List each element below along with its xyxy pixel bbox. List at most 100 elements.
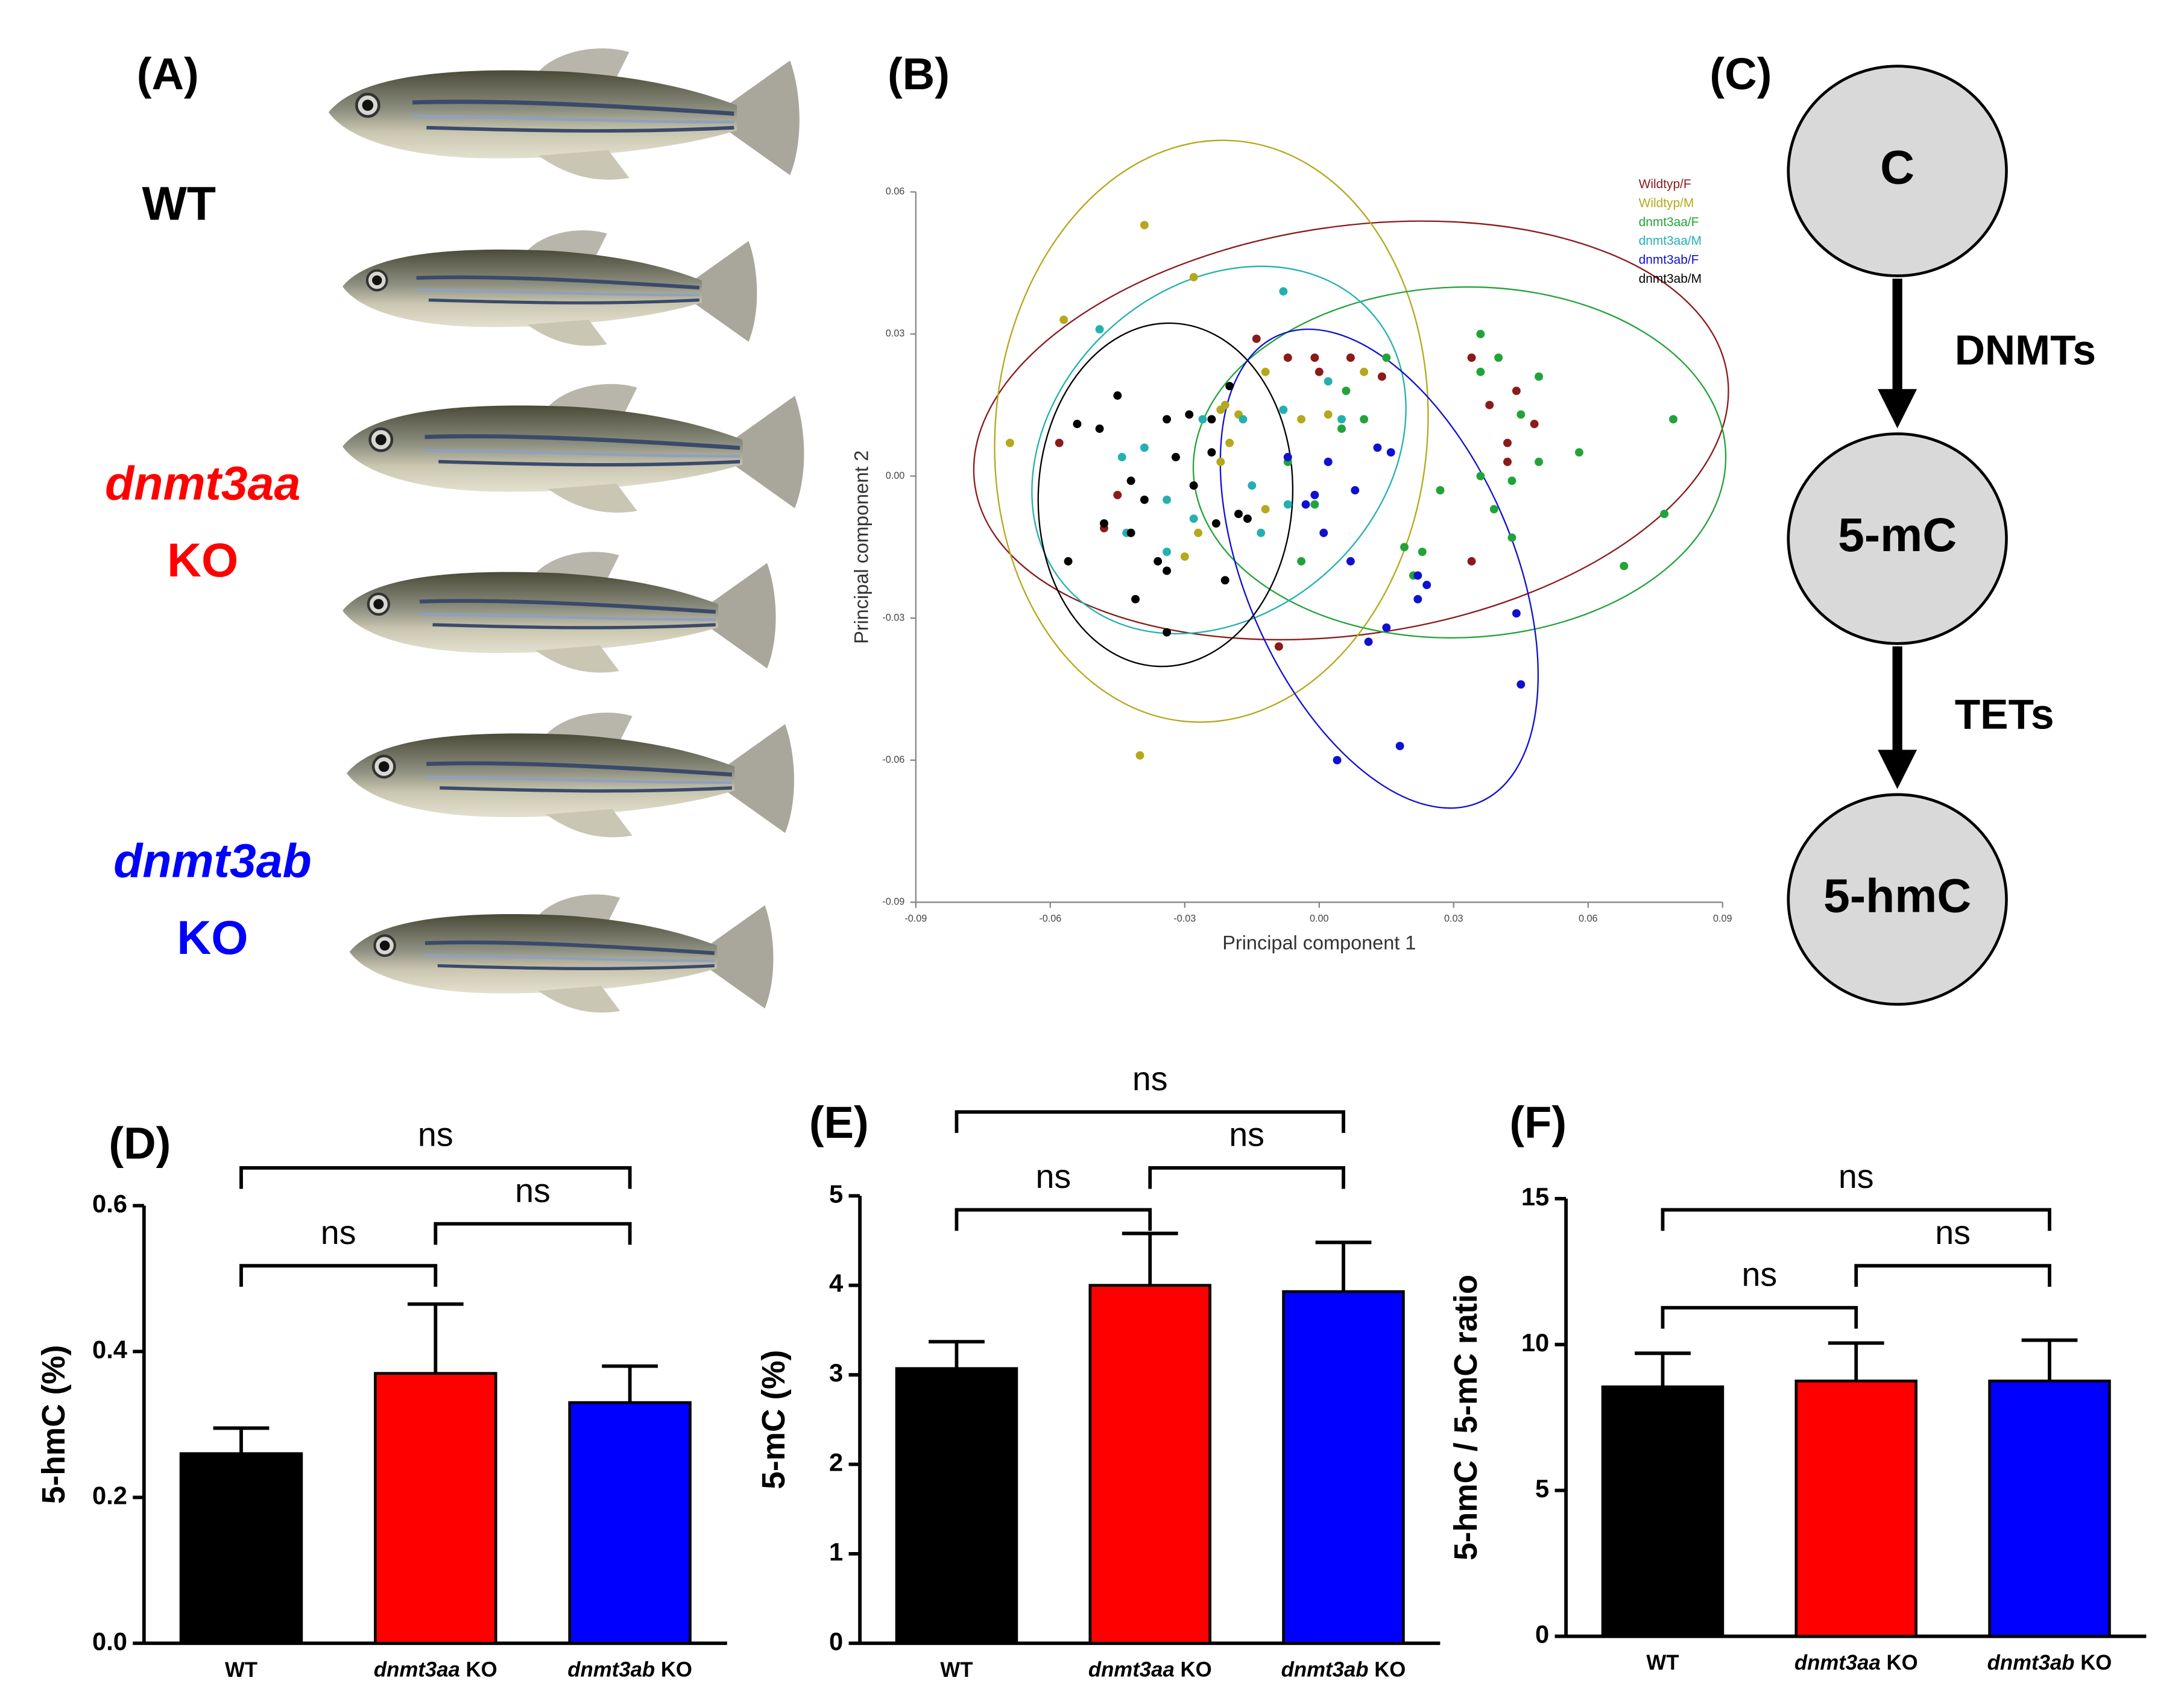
point <box>1418 548 1427 557</box>
node <box>1787 65 2008 277</box>
y-tick-label: 0.6 <box>92 1189 127 1217</box>
point <box>1364 637 1373 646</box>
point <box>1163 628 1172 637</box>
confidence-ellipse <box>973 220 1729 641</box>
point <box>1220 576 1229 585</box>
point <box>1261 367 1270 376</box>
x-tick-label: -0.03 <box>1173 913 1196 924</box>
point <box>1248 481 1257 490</box>
significance-bracket <box>239 1264 438 1287</box>
x-tick-label: -0.09 <box>904 913 927 924</box>
y-axis-title: 5-hmC / 5-mC ratio <box>1448 1275 1484 1561</box>
point <box>1324 377 1333 386</box>
point <box>1283 453 1292 462</box>
point <box>1131 595 1140 604</box>
point <box>1005 438 1014 447</box>
point <box>1503 438 1512 447</box>
point <box>1261 505 1270 514</box>
point <box>1382 353 1391 362</box>
point <box>1283 353 1292 362</box>
point <box>1140 495 1149 504</box>
point <box>1516 410 1526 419</box>
point <box>1297 557 1306 566</box>
point <box>1337 424 1346 433</box>
bar <box>179 1452 303 1645</box>
y-tick-label: 0 <box>829 1627 843 1655</box>
point <box>1310 500 1319 509</box>
point <box>1395 742 1404 751</box>
x-tick-label: 0.00 <box>1310 913 1329 924</box>
node-label: 5-mC <box>1838 508 1957 561</box>
significance-label: ns <box>515 1172 551 1209</box>
point <box>1342 387 1351 396</box>
point <box>1660 510 1669 519</box>
point <box>1512 387 1521 396</box>
panel-label: (F) <box>1509 1097 1567 1147</box>
point <box>1095 424 1104 433</box>
y-axis-title: Principal component 2 <box>850 450 872 644</box>
point <box>1279 405 1288 414</box>
x-tick-label: dnmt3aa KO <box>1088 1659 1212 1682</box>
point <box>1216 458 1225 466</box>
point <box>1234 510 1243 519</box>
x-tick-label: 0.03 <box>1444 913 1463 924</box>
x-axis-title: Principal component 1 <box>1222 932 1416 953</box>
confidence-ellipse <box>994 139 1429 723</box>
x-tick-label: 0.06 <box>1579 913 1598 924</box>
point <box>1476 367 1485 376</box>
point <box>1333 756 1342 765</box>
point <box>1207 448 1216 457</box>
panel-a <box>329 48 804 1012</box>
node <box>1787 793 2008 1006</box>
legend-entry: Wildtyp/F <box>1639 177 1691 191</box>
legend-entry: Wildtyp/M <box>1639 197 1694 210</box>
point <box>1274 642 1283 651</box>
point <box>1163 495 1172 504</box>
confidence-ellipse <box>1037 322 1294 667</box>
x-tick-label: WT <box>225 1659 257 1682</box>
bar <box>895 1367 1018 1645</box>
fish-photo <box>342 552 775 672</box>
x-tick-label: WT <box>940 1659 973 1682</box>
significance-bracket <box>955 1208 1152 1231</box>
confidence-ellipse <box>1031 265 1407 635</box>
bar <box>374 1372 497 1645</box>
y-tick-label: -0.09 <box>882 897 904 907</box>
point <box>1135 751 1144 760</box>
point <box>1467 557 1476 566</box>
arrow-head <box>1878 389 1917 429</box>
y-tick-label: 1 <box>829 1538 843 1566</box>
point <box>1113 490 1122 499</box>
genotype-label: WT <box>142 177 216 230</box>
point <box>1059 315 1068 324</box>
point <box>1211 519 1220 528</box>
panel-label: (D) <box>109 1119 171 1169</box>
y-tick-label: -0.06 <box>882 754 904 765</box>
y-tick-label: 4 <box>829 1269 843 1298</box>
y-tick-label: 5 <box>1535 1474 1549 1503</box>
y-tick-label: 0.4 <box>92 1335 127 1363</box>
significance-label: ns <box>418 1116 453 1153</box>
point <box>1315 367 1324 376</box>
bar <box>568 1401 692 1645</box>
node <box>1787 432 2008 645</box>
significance-bracket <box>955 1110 1345 1133</box>
significance-bracket <box>1148 1166 1345 1189</box>
y-tick-label: 0.03 <box>886 328 905 339</box>
point <box>1574 448 1583 457</box>
point <box>1283 500 1292 509</box>
significance-bracket <box>1661 1305 1858 1329</box>
point <box>1055 438 1064 447</box>
x-tick-label: dnmt3ab KO <box>1281 1659 1406 1682</box>
point <box>1163 415 1172 424</box>
point <box>1154 557 1163 566</box>
x-tick-label: 0.09 <box>1713 913 1732 924</box>
legend-entry: dnmt3ab/M <box>1639 272 1702 286</box>
point <box>1507 533 1516 542</box>
x-tick-label: -0.06 <box>1039 913 1061 924</box>
point <box>1351 486 1360 495</box>
point <box>1117 453 1126 462</box>
panel-label: (B) <box>888 49 950 99</box>
confidence-ellipse <box>1219 328 1539 809</box>
